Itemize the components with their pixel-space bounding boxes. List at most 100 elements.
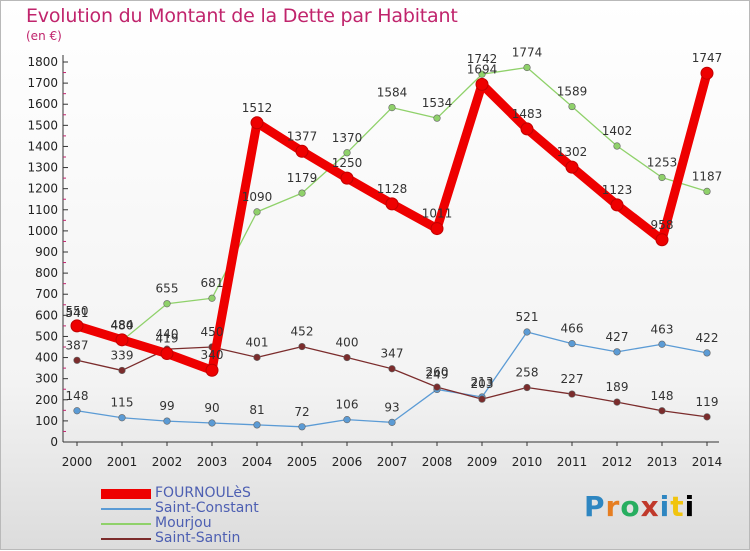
x-tick-label: 2000: [62, 455, 93, 469]
data-point: [568, 340, 576, 348]
data-point: [475, 77, 489, 91]
data-label: 463: [651, 322, 674, 336]
data-label: 203: [471, 377, 494, 391]
x-tick-label: 2003: [197, 455, 228, 469]
data-label: 249: [426, 367, 449, 381]
legend-swatch: [101, 522, 151, 525]
data-label: 106: [336, 398, 359, 412]
y-tick-label: 0: [50, 435, 58, 449]
legend-swatch: [101, 507, 151, 510]
data-point: [568, 102, 576, 111]
legend: FOURNOULèS Saint-Constant Mourjou Saint-…: [101, 486, 259, 546]
data-label: 148: [651, 389, 674, 403]
legend-item-saint-constant[interactable]: Saint-Constant: [101, 501, 259, 516]
data-label: 260: [426, 365, 449, 379]
data-point: [70, 319, 84, 333]
data-label: 422: [696, 331, 719, 345]
data-label: 258: [516, 366, 539, 380]
data-label: 1370: [332, 131, 363, 145]
chart-unit: (en €): [26, 29, 62, 43]
data-point: [658, 173, 666, 182]
legend-swatch: [101, 488, 151, 499]
y-tick-label: 800: [35, 266, 58, 280]
data-point: [253, 208, 261, 216]
y-tick-label: 100: [35, 414, 58, 428]
data-point: [253, 421, 261, 429]
y-tick-label: 900: [35, 245, 58, 259]
data-point: [298, 342, 306, 351]
data-label: 213: [471, 375, 494, 389]
data-label: 1584: [377, 86, 408, 100]
y-tick-label: 200: [35, 393, 58, 407]
legend-item-mourjou[interactable]: Mourjou: [101, 516, 259, 531]
y-tick-label: 1200: [27, 182, 58, 196]
data-point: [385, 197, 399, 211]
data-point: [250, 116, 264, 130]
y-tick-label: 400: [35, 351, 58, 365]
x-tick-label: 2009: [467, 455, 498, 469]
x-tick-label: 2004: [242, 455, 273, 469]
data-label: 1302: [557, 145, 588, 159]
data-label: 1253: [647, 155, 678, 169]
x-tick-label: 2014: [692, 455, 723, 469]
data-label: 1534: [422, 96, 453, 110]
data-label: 450: [201, 325, 224, 339]
y-tick-label: 1700: [27, 76, 58, 90]
data-point: [613, 398, 621, 406]
data-point: [433, 114, 441, 122]
data-label: 340: [201, 348, 224, 362]
x-tick-label: 2006: [332, 455, 363, 469]
data-point: [118, 366, 126, 375]
data-label: 1377: [287, 129, 318, 143]
data-label: 115: [111, 396, 134, 410]
data-point: [565, 160, 579, 174]
data-label: 227: [561, 372, 584, 386]
data-label: 81: [249, 403, 264, 417]
x-tick-label: 2012: [602, 455, 633, 469]
data-label: 440: [156, 327, 179, 341]
data-label: 958: [651, 218, 674, 232]
y-tick-label: 1600: [27, 97, 58, 111]
data-label: 347: [381, 347, 404, 361]
data-label: 119: [696, 395, 719, 409]
data-point: [658, 407, 666, 415]
chart-title: Evolution du Montant de la Dette par Hab…: [26, 5, 458, 27]
data-point: [613, 348, 621, 356]
y-tick-label: 1100: [27, 203, 58, 217]
x-tick-label: 2001: [107, 455, 138, 469]
data-point: [520, 122, 534, 136]
y-tick-label: 1800: [27, 55, 58, 69]
data-label: 148: [66, 389, 89, 403]
data-point: [700, 66, 714, 80]
data-point: [388, 418, 396, 426]
legend-item-saint-santin[interactable]: Saint-Santin: [101, 531, 259, 546]
legend-label: FOURNOULèS: [155, 485, 251, 501]
data-point: [208, 419, 216, 427]
data-label: 90: [204, 401, 219, 415]
data-label: 1589: [557, 85, 588, 99]
data-point: [388, 103, 396, 112]
data-point: [298, 189, 306, 197]
data-label: 339: [111, 348, 134, 362]
data-label: 1512: [242, 101, 273, 115]
data-label: 541: [66, 306, 89, 320]
data-point: [523, 383, 531, 392]
data-label: 1179: [287, 171, 318, 185]
data-point: [478, 395, 486, 403]
data-point: [388, 365, 396, 373]
y-tick-label: 1000: [27, 224, 58, 238]
y-tick-label: 500: [35, 329, 58, 343]
data-point: [523, 328, 531, 336]
x-tick-label: 2005: [287, 455, 318, 469]
data-label: 1128: [377, 182, 408, 196]
legend-label: Mourjou: [155, 515, 212, 531]
data-point: [253, 353, 261, 361]
data-point: [298, 423, 306, 431]
proxiti-logo: Proxiti: [584, 490, 696, 523]
legend-item-fournoules[interactable]: FOURNOULèS: [101, 486, 259, 501]
data-label: 452: [291, 325, 314, 339]
data-point: [163, 300, 171, 308]
data-point: [343, 149, 351, 157]
data-point: [568, 390, 576, 398]
